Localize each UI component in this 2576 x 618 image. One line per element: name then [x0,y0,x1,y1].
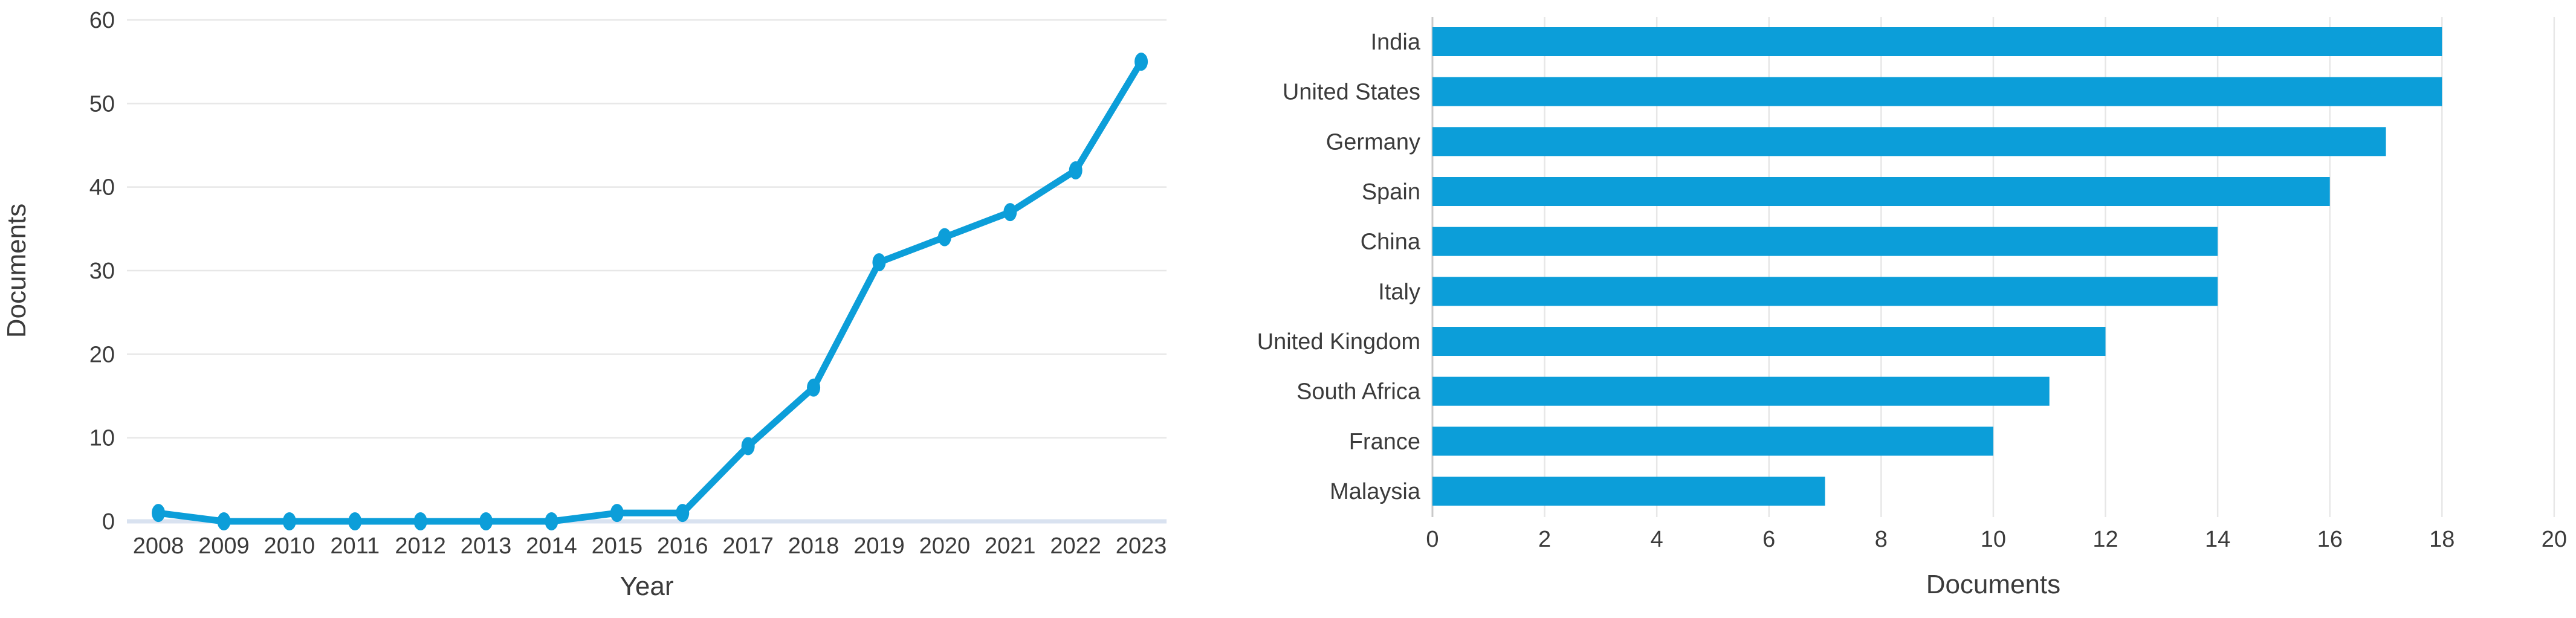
bar [1432,227,2218,256]
x-tick-label: 2011 [330,533,380,559]
x-tick-label: 4 [1651,527,1663,552]
y-tick-label: 0 [102,509,115,535]
data-point-marker [282,512,296,530]
bar [1432,327,2106,356]
x-tick-label: 20 [2542,527,2567,552]
data-point-marker [545,512,558,530]
x-axis-title: Documents [1926,570,2060,599]
line-chart-panel: 0 10 20 30 40 50 60 2008 2009 2010 2011 2012 2013 201… [0,0,1185,618]
y-tick-label: 50 [89,91,115,117]
bar [1432,426,1994,456]
x-tick-label: 2013 [461,533,512,559]
category-label: Germany [1326,129,1420,155]
bar [1432,376,2050,406]
category-label: United Kingdom [1257,329,1420,355]
category-label: United States [1283,80,1420,105]
x-tick-label: 10 [1981,527,2006,552]
x-tick-label: 2021 [985,533,1036,559]
category-label: South Africa [1296,379,1421,405]
data-point-marker [676,504,690,523]
bar [1432,127,2386,156]
x-tick-label: 2022 [1050,533,1101,559]
x-tick-label: 6 [1762,527,1775,552]
category-label: France [1349,429,1420,454]
y-tick-label: 10 [89,426,115,451]
data-point-marker [1134,53,1148,71]
y-tick-label: 60 [89,8,115,33]
data-point-marker [1069,161,1083,179]
x-tick-label: 16 [2317,527,2343,552]
category-label: China [1361,230,1421,255]
bar [1432,77,2442,106]
x-tick-label: 2016 [657,533,708,559]
x-tick-label: 14 [2205,527,2230,552]
data-point-marker [348,512,362,530]
x-tick-label: 2012 [395,533,446,559]
data-point-marker [741,437,755,455]
data-point-marker [479,512,493,530]
line-series [155,58,1145,525]
bar [1432,27,2442,56]
category-label: Malaysia [1330,479,1421,504]
x-tick-label: 2023 [1116,533,1167,559]
x-tick-label: 12 [2092,527,2118,552]
bar [1432,277,2218,306]
x-tick-label: 8 [1875,527,1888,552]
bar-chart: 0 2 4 6 8 10 12 14 16 18 20 India United States Germa… [1257,17,2567,599]
line-chart: 0 10 20 30 40 50 60 2008 2009 2010 2011 2012 2013 201… [2,8,1167,601]
category-label: Italy [1378,279,1420,304]
bar [1432,477,1825,506]
x-tick-label: 2014 [526,533,577,559]
x-tick-label: 0 [1426,527,1439,552]
x-tick-label: 2010 [264,533,316,559]
x-tick-label: 2015 [592,533,643,559]
data-point-marker [152,504,166,523]
bar [1432,177,2330,207]
x-tick-label: 2020 [919,533,971,559]
bar-chart-panel: 0 2 4 6 8 10 12 14 16 18 20 India United States Germa… [1185,0,2576,618]
data-point-marker [872,253,886,272]
data-point-marker [413,512,427,530]
category-label: Spain [1362,179,1420,205]
category-label: India [1371,30,1421,55]
y-axis-title: Documents [2,204,31,338]
data-point-marker [937,228,951,246]
x-tick-label: 2018 [788,533,840,559]
y-tick-label: 20 [89,342,115,367]
data-point-marker [217,512,231,530]
data-point-marker [610,504,624,523]
x-tick-label: 2 [1538,527,1551,552]
data-point-marker [1003,203,1017,222]
x-tick-label: 2019 [853,533,905,559]
x-tick-label: 18 [2429,527,2455,552]
y-tick-label: 40 [89,175,115,201]
y-tick-label: 30 [89,259,115,284]
x-tick-label: 2008 [133,533,184,559]
data-point-marker [807,378,821,397]
x-tick-label: 2017 [722,533,774,559]
x-tick-label: 2009 [198,533,250,559]
x-axis-title: Year [620,571,674,601]
